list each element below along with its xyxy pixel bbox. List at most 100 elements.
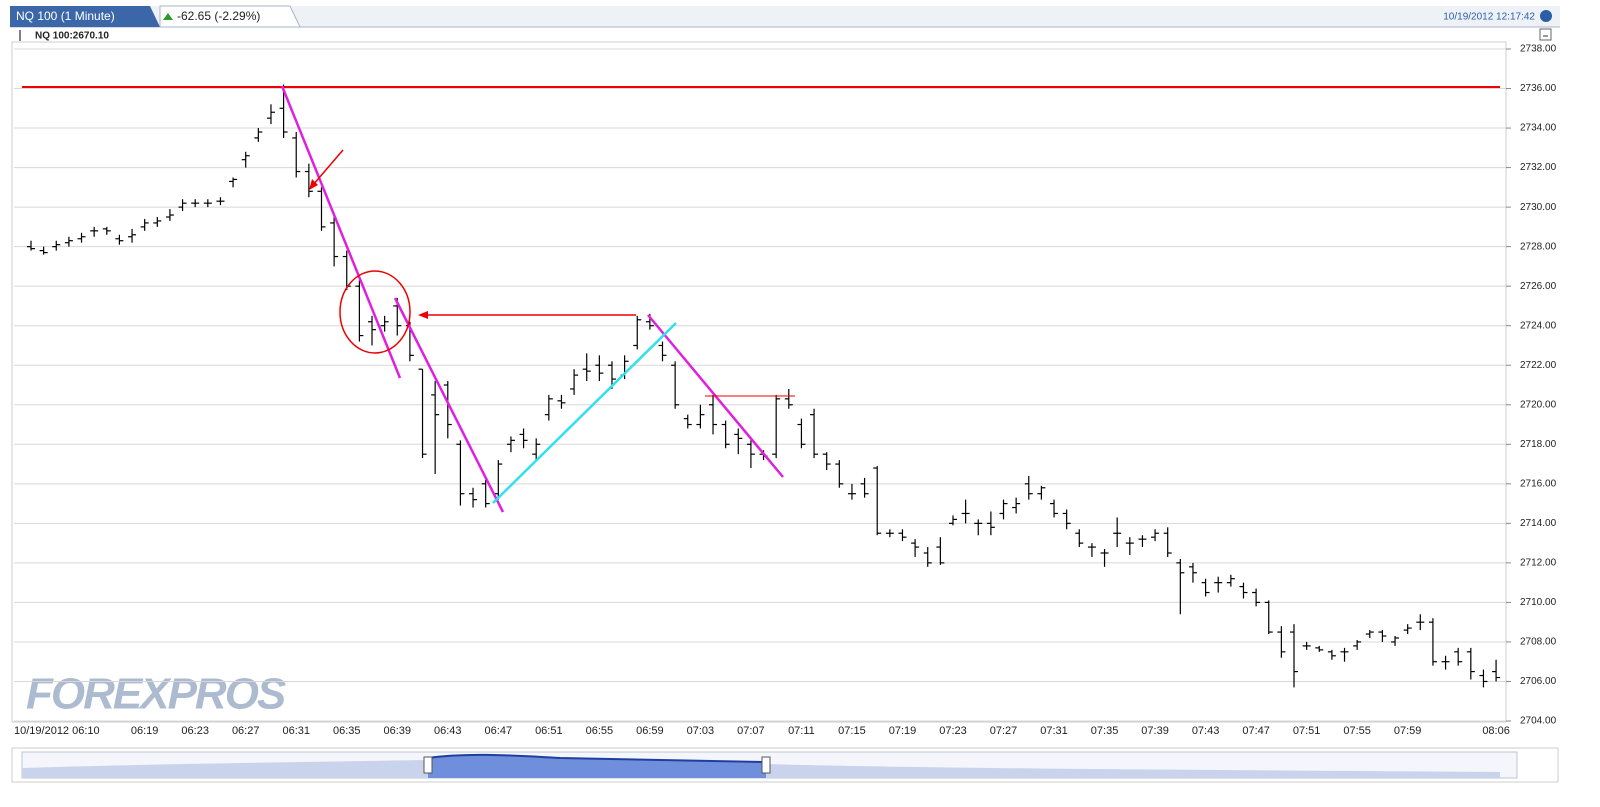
y-tick-label: 2714.00: [1520, 518, 1557, 529]
legend-entry: NQ 100:2670.10: [35, 31, 109, 42]
x-tick-label: 06:39: [384, 725, 412, 737]
ohlc-bar: [1277, 626, 1286, 658]
ohlc-bar: [64, 236, 73, 247]
y-tick-label: 2720.00: [1520, 399, 1557, 410]
ohlc-bar: [140, 218, 149, 231]
ohlc-bar: [1327, 649, 1336, 660]
ohlc-bar: [885, 529, 894, 538]
title-tab: [10, 6, 160, 27]
ohlc-bar: [418, 368, 427, 459]
ohlc-bar: [986, 511, 995, 536]
ohlc-bar: [304, 163, 313, 198]
y-tick-label: 2724.00: [1520, 320, 1557, 331]
ohlc-bar: [241, 151, 250, 168]
change-arrow: [163, 13, 173, 20]
ohlc-bar: [734, 428, 743, 455]
ohlc-bar: [380, 315, 389, 332]
ohlc-bar: [671, 361, 680, 409]
y-tick-label: 2726.00: [1520, 281, 1557, 292]
y-tick-label: 2712.00: [1520, 558, 1557, 569]
ohlc-bar: [1239, 582, 1248, 599]
timestamp: 10/19/2012 12:17:42: [1443, 12, 1535, 23]
ohlc-bar: [532, 438, 541, 461]
ohlc-bar: [1113, 517, 1122, 548]
x-tick-label: 07:31: [1040, 725, 1068, 737]
ohlc-bar: [948, 515, 957, 526]
ohlc-bar: [911, 539, 920, 557]
ohlc-bar: [544, 394, 553, 421]
x-tick-label: 07:35: [1091, 725, 1119, 737]
x-tick-label: 07:47: [1242, 725, 1270, 737]
navigator: [11, 747, 1559, 783]
ohlc-bar: [784, 388, 793, 409]
ohlc-bar: [1479, 669, 1488, 688]
ohlc-bar: [1075, 529, 1084, 548]
trend-line: [393, 297, 505, 513]
ohlc-bar: [797, 418, 806, 449]
ohlc-bar: [772, 394, 781, 459]
ohlc-bar: [90, 226, 99, 237]
x-tick-label: 06:59: [636, 725, 664, 737]
ohlc-bar: [1290, 624, 1298, 688]
ohlc-bar: [974, 519, 983, 536]
x-tick-label: 07:11: [788, 725, 815, 737]
x-tick-label: 07:43: [1192, 725, 1220, 737]
header-bar: [10, 6, 1560, 27]
ohlc-bar: [39, 246, 48, 255]
ohlc-bar: [115, 234, 124, 245]
ohlc-bar: [709, 394, 718, 435]
y-tick-label: 2706.00: [1520, 676, 1557, 687]
highlight-circle: [339, 270, 411, 354]
ohlc-bar: [582, 353, 591, 382]
x-tick-label: 07:59: [1394, 725, 1422, 737]
y-tick-label: 2730.00: [1520, 202, 1557, 213]
ohlc-bar: [1315, 645, 1324, 652]
ohlc-bar: [1050, 499, 1059, 518]
settings-icon[interactable]: [1540, 10, 1552, 22]
y-tick-label: 2736.00: [1520, 83, 1557, 94]
x-tick-label: 07:39: [1141, 725, 1169, 737]
x-tick-label: 07:27: [990, 725, 1018, 737]
ohlc-bar: [1416, 614, 1425, 631]
ohlc-bar: [1302, 641, 1311, 650]
change-tab: [159, 5, 301, 28]
ohlc-bar: [27, 240, 35, 251]
ohlc-bar: [557, 394, 566, 409]
chart-title: NQ 100 (1 Minute): [16, 9, 115, 23]
ohlc-bar: [898, 529, 907, 542]
ohlc-bar: [658, 341, 667, 362]
x-tick-label: 08:06: [1482, 725, 1510, 737]
navigator-handle[interactable]: [761, 756, 771, 774]
navigator-handle[interactable]: [423, 756, 433, 774]
ohlc-bar: [1264, 600, 1273, 635]
trend-line: [492, 322, 677, 504]
x-tick-label: 06:35: [333, 725, 361, 737]
arrow-head: [418, 311, 428, 319]
x-tick-label: 07:03: [687, 725, 715, 737]
ohlc-bar: [1151, 529, 1160, 542]
ohlc-bar: [595, 355, 604, 382]
minimize-button[interactable]: [1539, 28, 1552, 41]
ohlc-bar: [191, 199, 200, 208]
ohlc-bar: [1037, 485, 1046, 500]
ohlc-bar: [1340, 647, 1349, 662]
y-tick-label: 2732.00: [1520, 162, 1557, 173]
ohlc-bar: [216, 197, 225, 206]
ohlc-bar: [822, 452, 831, 470]
ohlc-bar: [254, 128, 263, 142]
x-tick-label: 07:15: [838, 725, 866, 737]
ohlc-bar: [746, 440, 755, 469]
y-tick-label: 2716.00: [1520, 478, 1557, 489]
x-tick-label: 06:51: [535, 725, 563, 737]
ohlc-bar: [153, 217, 162, 227]
ohlc-bar: [683, 414, 692, 429]
ohlc-bar: [1062, 509, 1071, 530]
ohlc-bar: [1201, 578, 1210, 597]
ohlc-bar: [443, 381, 452, 439]
ohlc-bar: [696, 404, 705, 429]
ohlc-bar: [519, 428, 528, 449]
ohlc-bar: [1391, 636, 1400, 646]
ohlc-bar: [810, 408, 819, 459]
